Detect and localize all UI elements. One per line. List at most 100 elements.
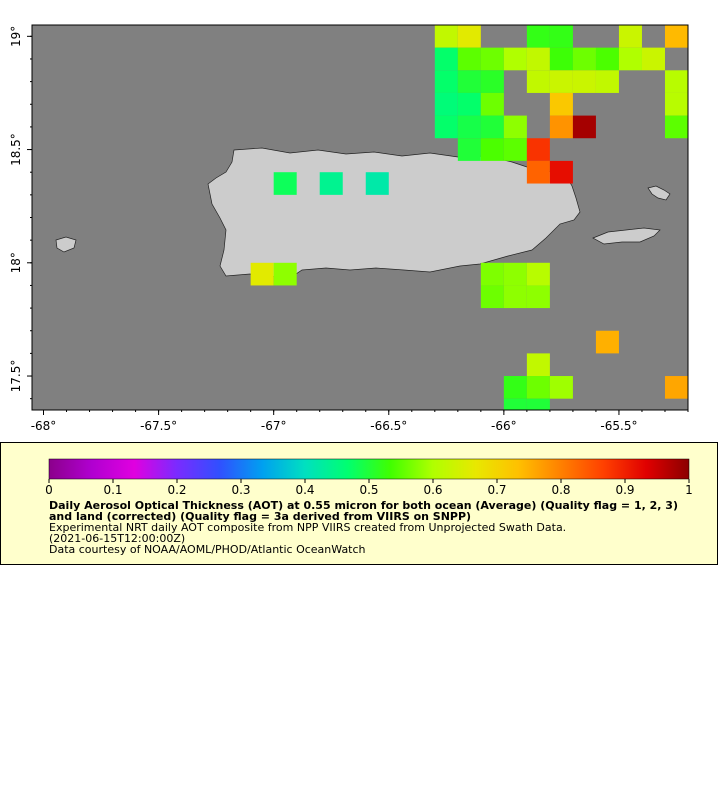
aot-cell: [434, 92, 458, 116]
aot-cell: [480, 92, 504, 116]
aot-cell: [503, 262, 527, 286]
aot-cell: [549, 70, 573, 93]
legend-description: Experimental NRT daily AOT composite fro…: [49, 521, 567, 534]
map-figure: -68° -67.5° -67° -66.5° -66° -65.5° 19° 18.5° 18…: [9, 24, 711, 433]
aot-cell: [549, 115, 573, 139]
aot-cell: [480, 47, 504, 71]
aot-cell: [688, 70, 711, 93]
colorbar-tick-label: 0.3: [231, 483, 250, 497]
aot-cell: [503, 376, 527, 399]
aot-cell: [688, 25, 711, 48]
aot-cell: [688, 48, 711, 71]
aot-cell: [526, 160, 550, 184]
aot-cell: [365, 172, 389, 195]
colorbar: 0 0.1 0.2 0.3 0.4 0.5 0.6 0.7 0.8 0.9 1: [45, 458, 693, 497]
aot-cell: [273, 262, 297, 286]
colorbar-tick-label: 0.2: [167, 483, 186, 497]
aot-cell: [664, 25, 688, 48]
aot-cell: [641, 47, 665, 71]
aot-cell: [480, 115, 504, 139]
aot-cell: [549, 47, 573, 71]
colorbar-tick-label: 0.6: [423, 483, 442, 497]
aot-cell: [595, 47, 619, 71]
aot-cell: [526, 262, 550, 286]
colorbar-tick-label: 0.1: [103, 483, 122, 497]
aot-cell: [457, 70, 481, 93]
aot-cell: [526, 70, 550, 93]
colorbar-tick-label: 1: [685, 483, 693, 497]
aot-cell: [572, 70, 596, 93]
aot-cell: [434, 25, 458, 48]
y-tick-label: 17.5°: [9, 360, 23, 393]
aot-cell: [595, 330, 619, 354]
colorbar-tick-label: 0.8: [551, 483, 570, 497]
colorbar-tick-label: 0.5: [359, 483, 378, 497]
aot-cell: [526, 376, 550, 399]
aot-cell: [688, 93, 711, 116]
x-tick-label: -66.5°: [370, 419, 407, 433]
aot-cell: [480, 285, 504, 309]
x-tick-label: -66°: [491, 419, 517, 433]
aot-cell: [457, 47, 481, 71]
desecheo-mona-island: [55, 236, 77, 253]
aot-cell: [434, 47, 458, 71]
aot-cell: [688, 399, 711, 422]
aot-cell: [434, 70, 458, 93]
aot-cell: [526, 25, 550, 48]
aot-cell: [503, 138, 527, 161]
aot-cell: [549, 376, 573, 399]
y-tick-label: 19°: [9, 26, 23, 47]
aot-cell: [434, 115, 458, 139]
colorbar-tick-label: 0.9: [615, 483, 634, 497]
aot-cell: [618, 47, 642, 71]
aot-cell: [273, 172, 297, 195]
aot-cell: [618, 25, 642, 48]
colorbar-tick-label: 0.4: [295, 483, 314, 497]
aot-cell: [457, 115, 481, 139]
legend-credit: Data courtesy of NOAA/AOML/PHOD/Atlantic…: [49, 543, 366, 556]
aot-cell: [549, 160, 573, 184]
x-tick-label: -67.5°: [140, 419, 177, 433]
aot-cell: [250, 262, 274, 286]
aot-cell: [503, 398, 527, 410]
aot-cell: [457, 92, 481, 116]
aot-cell: [503, 285, 527, 309]
aot-cell: [664, 115, 688, 139]
aot-cell: [480, 138, 504, 161]
aot-cell: [549, 25, 573, 48]
aot-cell: [664, 92, 688, 116]
aot-cell: [664, 376, 688, 399]
aot-cell: [595, 70, 619, 93]
legend-text: Daily Aerosol Optical Thickness (AOT) at…: [49, 500, 689, 555]
aot-grid: [250, 25, 711, 422]
aot-cell: [549, 92, 573, 116]
aot-cell: [526, 138, 550, 161]
aot-cell: [526, 47, 550, 71]
aot-cell: [572, 47, 596, 71]
aot-cell: [319, 172, 343, 195]
aot-cell: [526, 353, 550, 377]
aot-cell: [688, 116, 711, 139]
aot-cell: [572, 115, 596, 139]
aot-cell: [526, 398, 550, 410]
aot-cell: [664, 70, 688, 93]
culebra-island: [647, 185, 671, 201]
aot-cell: [526, 285, 550, 309]
aot-cell: [503, 47, 527, 71]
legend-panel: 0 0.1 0.2 0.3 0.4 0.5 0.6 0.7 0.8 0.9 1 Daily Aero…: [0, 442, 718, 565]
map-axes: -68° -67.5° -67° -66.5° -66° -65.5° 19° 18.5° 18…: [9, 26, 689, 433]
y-tick-label: 18.5°: [9, 133, 23, 166]
aot-cell: [480, 70, 504, 93]
aot-cell: [503, 115, 527, 139]
puerto-rico-island: [207, 147, 581, 279]
vieques-island: [592, 227, 661, 245]
x-tick-label: -67°: [261, 419, 287, 433]
x-tick-label: -68°: [31, 419, 57, 433]
aot-cell: [457, 138, 481, 161]
colorbar-tick-label: 0.7: [487, 483, 506, 497]
colorbar-tick-label: 0: [45, 483, 53, 497]
x-tick-label: -65.5°: [600, 419, 637, 433]
colorbar-gradient: [48, 458, 690, 480]
aot-cell: [480, 262, 504, 286]
legend-timestamp: (2021-06-15T12:00:00Z): [49, 532, 186, 545]
